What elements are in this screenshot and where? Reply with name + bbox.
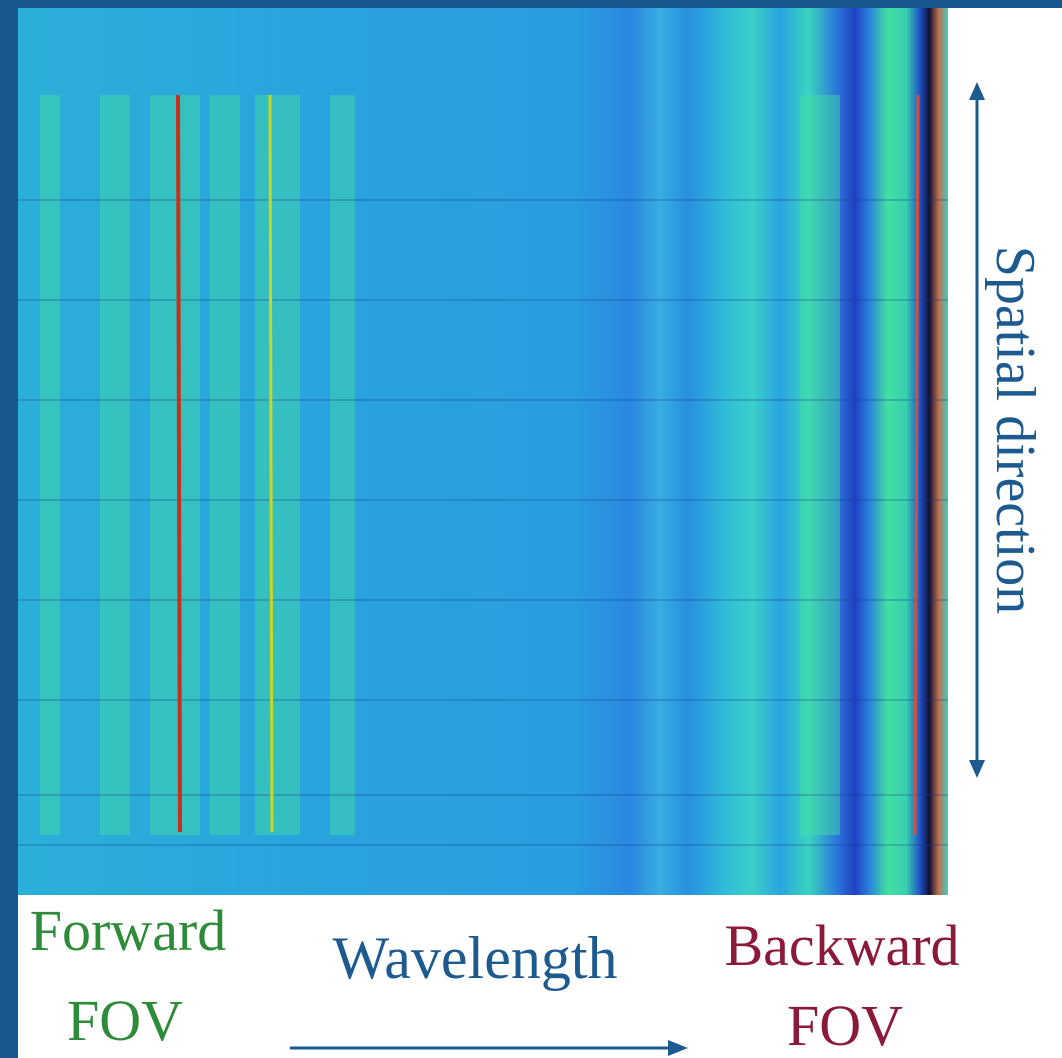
wavelength-arrow (290, 1040, 688, 1056)
spatial-label: Spatial direction (984, 246, 1046, 615)
spectrum-image (18, 8, 948, 895)
wavelength-label: Wavelength (332, 925, 617, 991)
backward-fov-label: FOV (787, 993, 903, 1058)
backward-label: Backward (724, 913, 959, 978)
spatial-arrow (969, 82, 985, 778)
forward-label: Forward (30, 898, 227, 963)
top-border (0, 0, 1062, 8)
left-border (0, 0, 18, 1058)
forward-fov-label: FOV (67, 988, 183, 1053)
